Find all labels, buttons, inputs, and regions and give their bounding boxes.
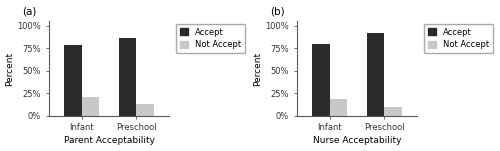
X-axis label: Parent Acceptability: Parent Acceptability <box>64 137 154 145</box>
Legend: Accept, Not Accept: Accept, Not Accept <box>176 24 246 53</box>
Legend: Accept, Not Accept: Accept, Not Accept <box>424 24 494 53</box>
Bar <box>64 45 82 116</box>
Bar <box>367 33 384 116</box>
Y-axis label: Percent: Percent <box>6 51 15 86</box>
Bar <box>119 38 136 116</box>
Text: (b): (b) <box>270 7 284 17</box>
Y-axis label: Percent: Percent <box>254 51 262 86</box>
Bar <box>136 104 154 116</box>
X-axis label: Nurse Acceptability: Nurse Acceptability <box>312 137 401 145</box>
Bar <box>312 44 330 116</box>
Bar <box>82 97 99 116</box>
Bar <box>384 107 402 116</box>
Bar <box>330 99 347 116</box>
Text: (a): (a) <box>22 7 36 17</box>
